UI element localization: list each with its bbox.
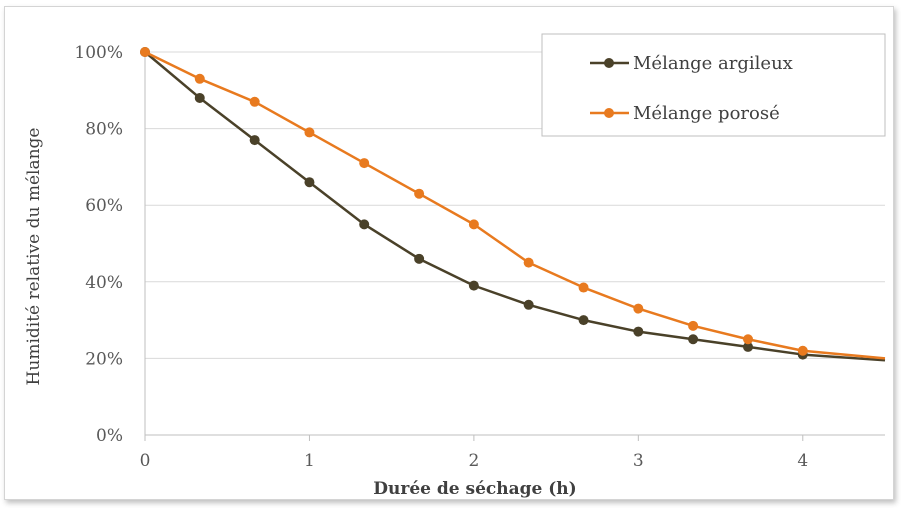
data-point [468, 219, 479, 230]
y-tick-label: 0% [96, 426, 123, 446]
axes: 0% 20% 40% 60% 80% 100% 0 1 2 3 4 [74, 43, 885, 471]
data-point [249, 96, 260, 107]
y-tick-label: 60% [85, 196, 123, 216]
data-point [304, 127, 315, 138]
data-point [304, 177, 315, 188]
series-layer [140, 47, 886, 362]
line-chart: 0% 20% 40% 60% 80% 100% 0 1 2 3 4 Mélange argileux… [24, 33, 886, 499]
y-axis-title: Humidité relative du mélange [24, 128, 44, 386]
x-tick-label: 0 [140, 451, 151, 471]
y-tick-label: 20% [85, 349, 123, 369]
x-tick-label: 1 [304, 451, 315, 471]
x-tick-label: 4 [797, 451, 808, 471]
chart-frame: 0% 20% 40% 60% 80% 100% 0 1 2 3 4 Mélange argileux… [4, 6, 894, 500]
series-line [144, 51, 886, 362]
x-axis-title: Durée de séchage (h) [373, 479, 576, 499]
y-tick-label: 80% [85, 120, 123, 140]
y-tick-label: 100% [74, 43, 123, 63]
data-point [194, 92, 205, 103]
data-point [523, 257, 534, 268]
legend-label: Mélange argileux [633, 53, 793, 74]
data-point [359, 219, 370, 230]
data-point [414, 188, 425, 199]
data-point [414, 253, 425, 264]
legend-label: Mélange porosé [633, 103, 780, 124]
data-point [688, 334, 699, 345]
series-line [144, 50, 886, 360]
data-point [578, 282, 589, 293]
data-point [194, 73, 205, 84]
data-point [633, 326, 644, 337]
y-tick-label: 40% [85, 273, 123, 293]
data-point [140, 47, 150, 57]
legend-box [541, 33, 886, 137]
data-point [743, 341, 754, 352]
data-point [797, 345, 808, 356]
data-point [633, 303, 644, 314]
data-point [249, 135, 260, 146]
x-tick-label: 2 [468, 451, 479, 471]
data-point [578, 315, 589, 326]
legend-marker [604, 58, 614, 68]
data-point [743, 334, 754, 345]
series-2 [140, 47, 886, 360]
data-point [468, 280, 479, 291]
legend-marker [604, 108, 614, 118]
data-point [359, 158, 370, 169]
legend: Mélange argileux Mélange porosé [541, 33, 886, 137]
data-point [688, 320, 699, 331]
data-point [523, 299, 534, 310]
x-tick-label: 3 [633, 451, 644, 471]
